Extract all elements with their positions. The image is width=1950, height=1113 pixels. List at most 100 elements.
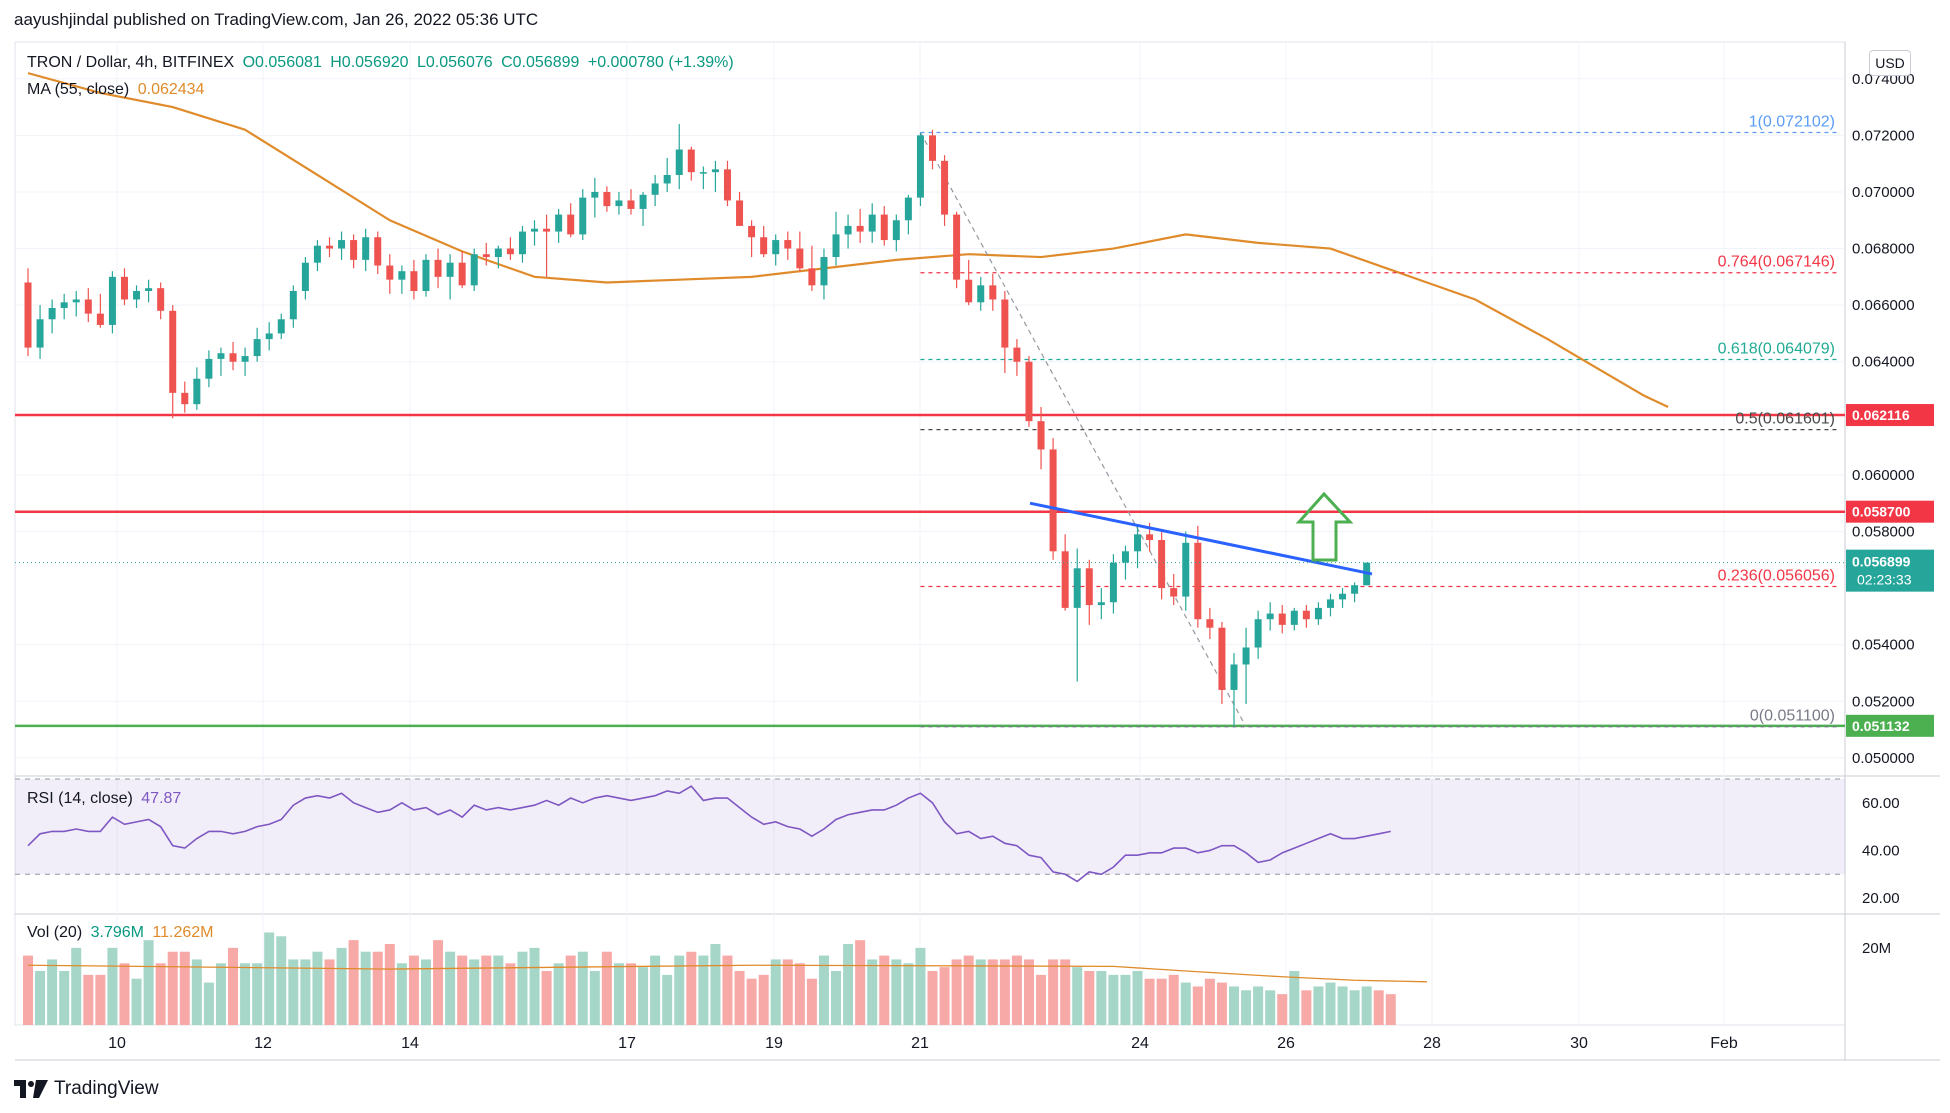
volume-bar xyxy=(674,955,685,1025)
volume-bar xyxy=(770,959,781,1025)
volume-bar xyxy=(1144,978,1155,1025)
price-tick-label: 0.058000 xyxy=(1852,523,1915,540)
volume-bar xyxy=(1048,959,1059,1025)
last-price-label: 0.056899 xyxy=(1852,554,1911,570)
volume-bar xyxy=(191,959,202,1025)
time-tick-label: 14 xyxy=(401,1035,419,1052)
volume-label[interactable]: Vol (20) xyxy=(27,924,83,941)
volume-bar xyxy=(348,940,359,1025)
volume-bar xyxy=(107,947,118,1025)
candle-body xyxy=(555,214,563,232)
volume-bar xyxy=(1180,982,1191,1025)
candle-body xyxy=(326,245,333,249)
candle-body xyxy=(422,259,430,291)
volume-bar xyxy=(95,974,106,1025)
price-tick-label: 0.072000 xyxy=(1852,127,1915,144)
candle-body xyxy=(929,135,936,161)
volume-bar xyxy=(505,963,516,1025)
candle-body xyxy=(615,200,623,207)
rsi-band xyxy=(15,779,1845,875)
plot-frame xyxy=(14,41,1846,1026)
candle-body xyxy=(591,191,599,198)
candle-body xyxy=(253,339,261,357)
volume-bar xyxy=(987,959,998,1025)
volume-bar xyxy=(1229,986,1239,1025)
volume-bar xyxy=(891,959,902,1025)
rsi-label[interactable]: RSI (14, close) xyxy=(27,790,133,807)
candle-body xyxy=(989,285,997,300)
candle-body xyxy=(531,228,539,232)
publish-line: aayushjindal published on TradingView.co… xyxy=(14,10,539,29)
candle-body xyxy=(699,172,707,174)
candle-body xyxy=(1037,421,1045,450)
currency-button[interactable]: USD xyxy=(1869,50,1911,76)
fib-level-label: 0.5(0.061601) xyxy=(1735,411,1835,428)
candle-body xyxy=(241,356,249,362)
ma-label[interactable]: MA (55, close) xyxy=(27,81,130,98)
volume-bar xyxy=(23,955,33,1025)
volume-bar xyxy=(1313,986,1324,1025)
volume-bar xyxy=(999,959,1010,1025)
volume-bar xyxy=(143,940,154,1025)
candle-body xyxy=(663,174,671,184)
volume-bar xyxy=(831,971,842,1025)
up-arrow-icon xyxy=(1295,491,1354,562)
volume-bar xyxy=(469,959,480,1025)
volume-bar xyxy=(155,963,166,1025)
candle-body xyxy=(1121,551,1129,563)
candle-body xyxy=(96,313,104,325)
candle-body xyxy=(687,149,695,173)
candle-body xyxy=(1170,588,1178,597)
candle-body xyxy=(1266,613,1274,620)
symbol-name[interactable]: TRON / Dollar, 4h, BITFINEX xyxy=(27,54,235,71)
candle-body xyxy=(748,225,756,238)
volume-bar xyxy=(312,951,323,1025)
volume-bar xyxy=(131,978,142,1025)
candle-body xyxy=(1146,534,1154,540)
volume-tick-label: 20M xyxy=(1862,940,1891,957)
candle-body xyxy=(1290,610,1298,625)
level-price-tag xyxy=(1846,714,1934,737)
candle-body xyxy=(1302,610,1310,620)
level-price-tag xyxy=(1846,404,1934,427)
volume-bar xyxy=(855,940,866,1025)
volume-bar xyxy=(577,951,588,1025)
candle-body xyxy=(892,220,900,241)
volume-bar xyxy=(1011,955,1022,1025)
candle-body xyxy=(1073,568,1081,608)
candle-body xyxy=(1182,542,1190,597)
volume-bar xyxy=(360,951,371,1025)
candle-body xyxy=(458,262,466,286)
time-tick-label: 17 xyxy=(618,1035,636,1052)
ma-legend: MA (55, close) 0.062434 xyxy=(27,81,208,99)
volume-bar xyxy=(71,947,82,1025)
fib-level-label: 0.236(0.056056) xyxy=(1718,568,1835,585)
rsi-tick-label: 20.00 xyxy=(1862,890,1900,907)
candle-body xyxy=(579,197,587,235)
candle-body xyxy=(229,353,237,362)
candle-body xyxy=(1001,299,1009,348)
candle-body xyxy=(133,290,141,300)
price-tick-label: 0.068000 xyxy=(1852,241,1915,258)
candle-countdown-label: 02:23:33 xyxy=(1857,572,1912,588)
candle-body xyxy=(1242,647,1250,665)
candle-body xyxy=(1194,542,1202,620)
symbol-legend: TRON / Dollar, 4h, BITFINEX O0.056081 H0… xyxy=(27,54,738,72)
low-value: L0.056076 xyxy=(417,54,493,71)
volume-bar xyxy=(1084,971,1095,1025)
volume-bar xyxy=(626,963,636,1025)
candle-body xyxy=(506,248,514,255)
volume-bar xyxy=(1253,986,1264,1025)
volume-ma-value: 11.262M xyxy=(152,924,214,941)
candle-body xyxy=(482,254,490,258)
candle-body xyxy=(494,248,502,258)
volume-bar xyxy=(517,951,528,1025)
candle-body xyxy=(434,259,442,277)
axes: 10 12 14 17 19 21 24 26 28 30 Feb0.0740000.0720000… xyxy=(108,71,1934,1052)
volume-bar xyxy=(493,955,504,1025)
candle-body xyxy=(916,135,924,198)
price-tick-label: 0.070000 xyxy=(1852,184,1915,201)
volume-bar xyxy=(1385,994,1396,1025)
candle-body xyxy=(820,257,828,286)
